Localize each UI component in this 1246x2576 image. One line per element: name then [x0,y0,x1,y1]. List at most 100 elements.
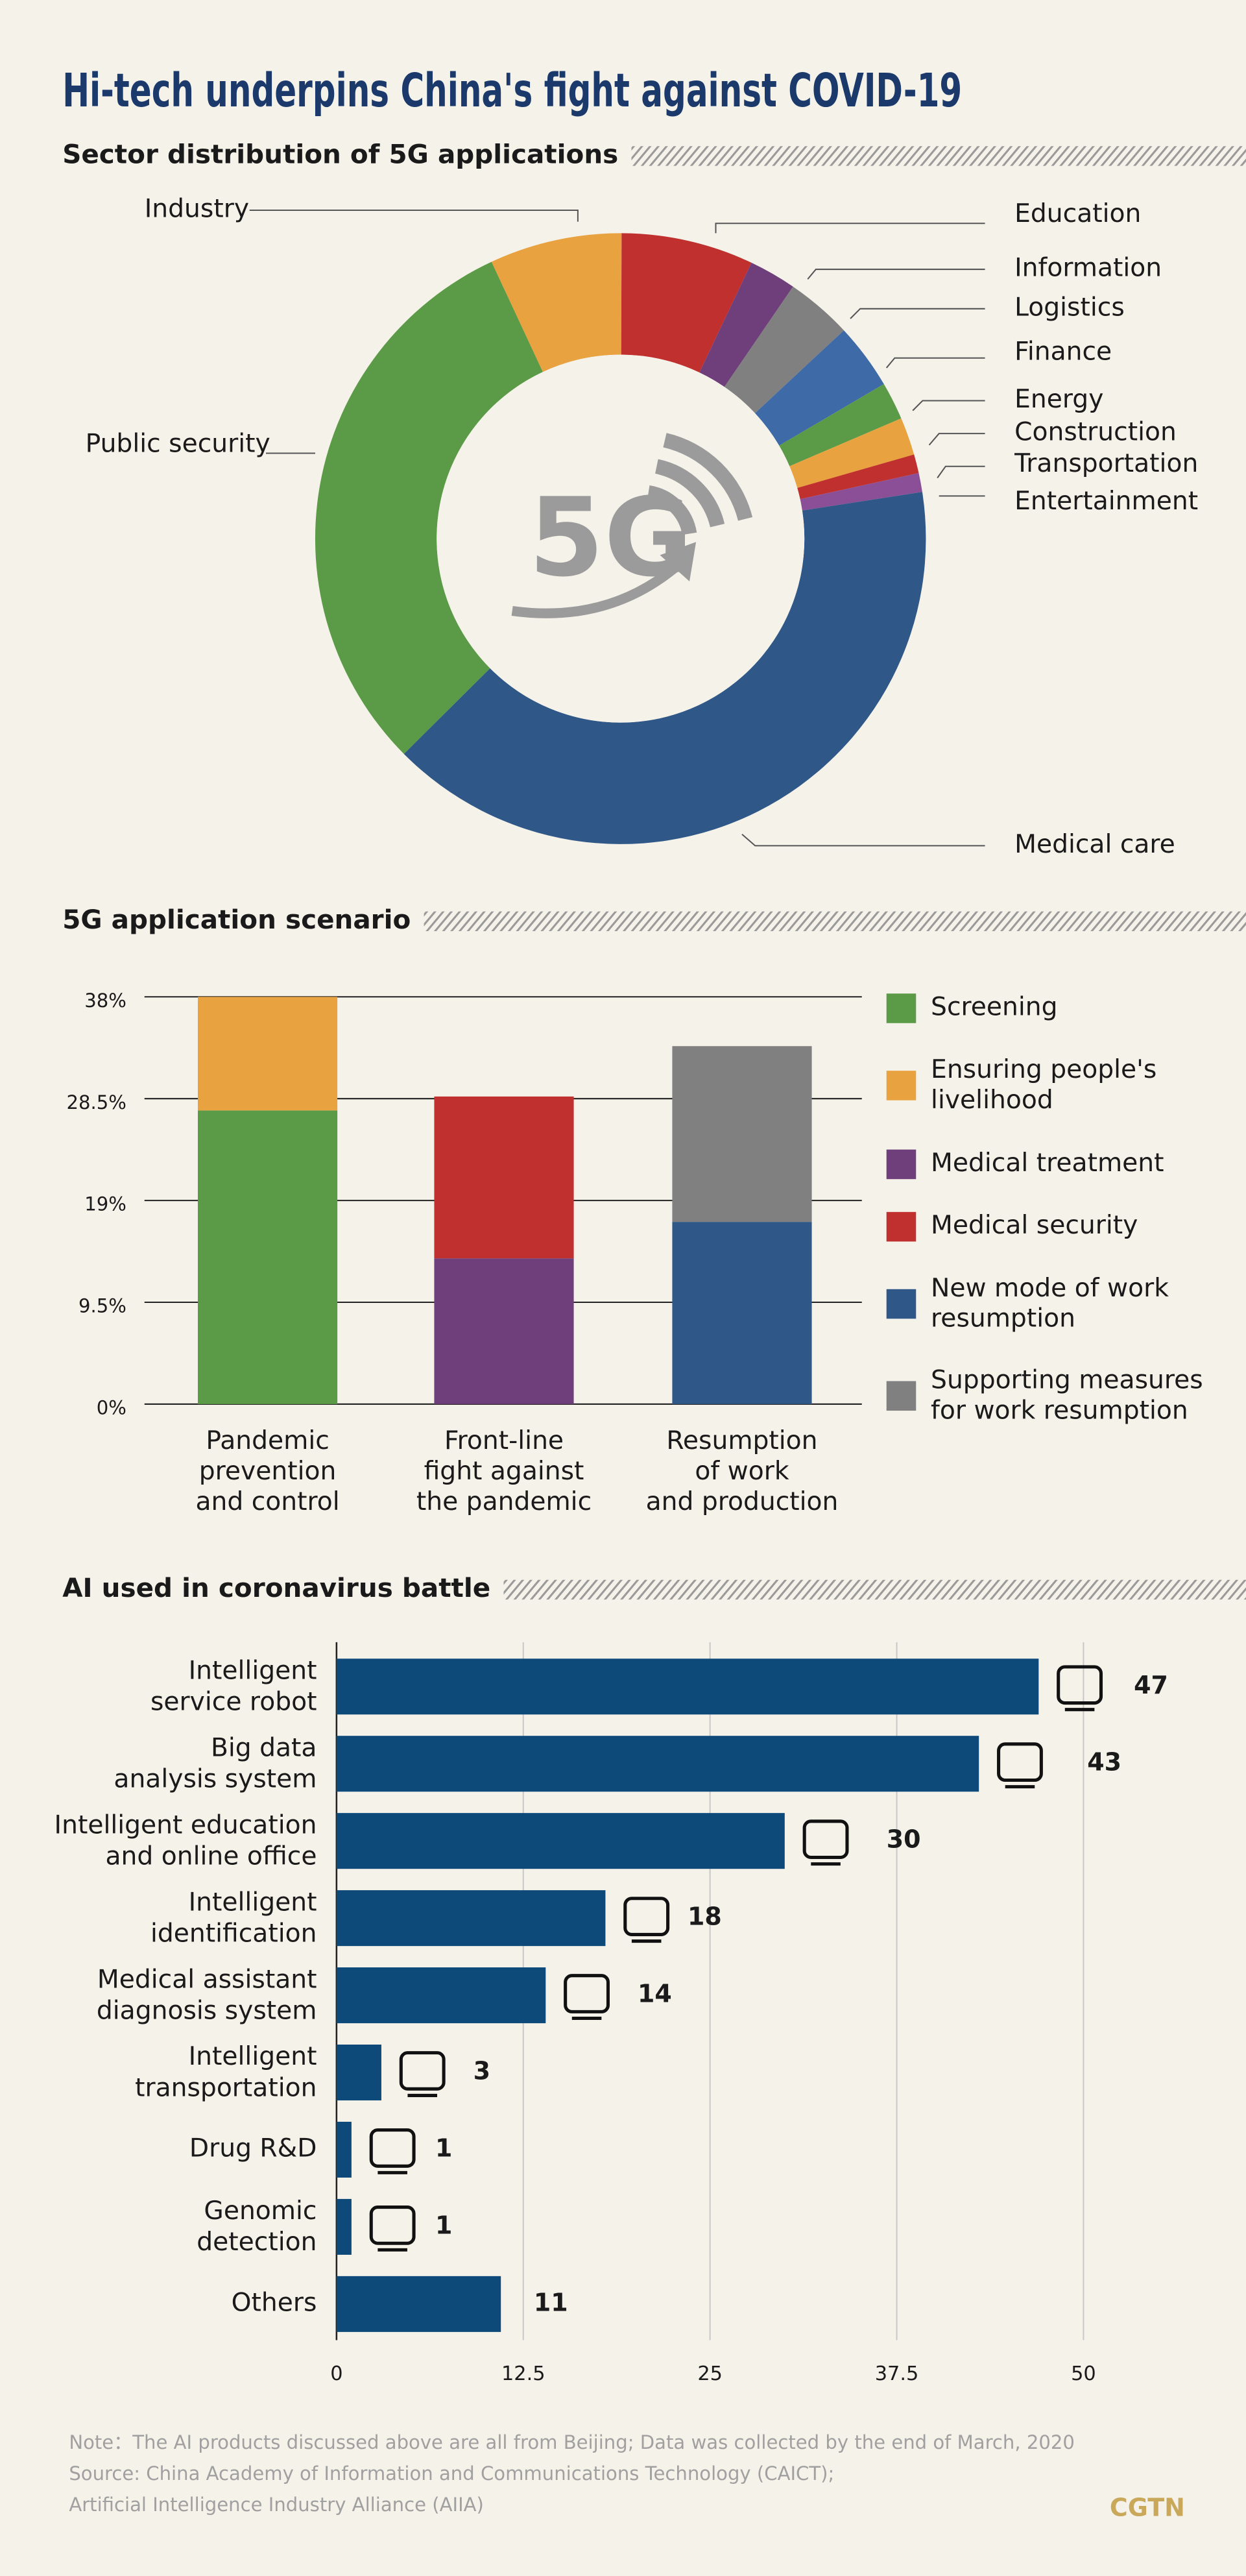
legend-swatch [886,1149,917,1180]
slice-label: Public security [86,429,270,458]
slice-label: Information [1014,254,1162,283]
y-tick-label: Intelligent transportation [135,2042,317,2102]
donut-slice [403,492,926,844]
slice-label: Entertainment [1014,487,1198,516]
y-tick-label: Intelligent education and online office [54,1810,317,1871]
y-tick-label: 19% [84,1193,126,1215]
y-tick-label: Intelligent identification [150,1888,317,1948]
icon [802,1819,849,1860]
y-tick-label: Big data analysis system [114,1733,317,1793]
main-title: Hi-tech underpins China's fight against … [62,64,962,117]
slice-label: Energy [1014,385,1103,414]
legend-label: Screening [931,992,1057,1021]
value-label: 14 [638,1980,672,2008]
donut-slice [621,233,752,373]
legend-label: Supporting measures for work resumption [931,1365,1203,1425]
value-label: 47 [1134,1671,1168,1699]
hatch-band [424,911,1246,932]
bar [336,1967,546,2024]
bar-segment [434,1096,574,1259]
value-label: 1 [435,2211,452,2239]
y-tick-label: Genomic detection [197,2196,317,2257]
donut-slice [724,286,844,413]
legend-label: Ensuring people's livelihood [931,1055,1156,1115]
y-tick-label: 9.5% [78,1295,126,1317]
hatch-band [503,1579,1246,1600]
value-label: 11 [534,2288,568,2316]
slice-label: Education [1014,199,1141,228]
y-tick-label: Medical assistant diagnosis system [97,1965,317,2025]
x-tick-label: 37.5 [875,2363,919,2385]
slice-label: Finance [1014,337,1112,367]
icon [399,2051,446,2091]
slice-label: Industry [145,194,249,223]
legend-swatch [886,1289,917,1319]
icon [369,2128,416,2168]
slice-label: Transportation [1014,449,1198,478]
leader-line [850,308,985,319]
slice-label: Logistics [1014,293,1125,322]
slice-label: Construction [1014,418,1177,447]
x-tick-label: 50 [1071,2363,1096,2385]
legend-swatch [886,1211,917,1242]
value-label: 43 [1087,1748,1121,1777]
note: Artificial Intelligence Industry Allianc… [69,2494,484,2516]
donut-slice [797,454,919,500]
bar [336,1890,606,1947]
legend-label: Medical security [931,1211,1138,1240]
section-title: 5G application scenario [62,904,411,935]
donut-slice [699,262,793,387]
donut-slice [800,473,922,511]
bar-segment [197,997,338,1111]
bar-segment [197,1110,338,1404]
donut-slice [491,233,622,372]
x-tick-label: Front-line fight against the pandemic [416,1426,592,1516]
note: Note：The AI products discussed above are… [69,2431,1075,2453]
x-tick-label: 0 [330,2363,342,2385]
icon [369,2205,416,2245]
leader-line [715,223,985,234]
y-tick-label: Intelligent service robot [150,1656,317,1716]
x-tick-label: 25 [697,2363,723,2385]
section-title: Sector distribution of 5G applications [62,138,618,169]
value-label: 30 [887,1825,921,1854]
donut-slice [755,330,884,446]
icon [623,1897,670,1936]
bar [336,1736,979,1792]
legend-label: New mode of work resumption [931,1273,1169,1333]
bar-segment [672,1046,812,1222]
donut-slice [315,261,543,754]
icon [564,1974,610,2013]
bar-segment [434,1258,574,1404]
icon [997,1742,1043,1782]
legend-swatch [886,1381,917,1411]
leader-line [807,269,985,280]
legend-swatch [886,1071,917,1100]
brand: CGTN [1110,2494,1185,2522]
x-tick-label: Resumption of work and production [646,1426,839,1516]
leader-line [885,357,985,369]
legend-label: Medical treatment [931,1148,1164,1178]
y-tick-label: 28.5% [66,1091,126,1113]
value-label: 18 [688,1902,722,1931]
y-tick-label: 0% [97,1397,126,1419]
bar [336,2121,352,2178]
donut-hole [437,354,805,723]
hatch-band [631,146,1246,166]
icon [1057,1665,1103,1705]
bar [336,1659,1039,1715]
bar [336,1813,785,1869]
y-tick-label: Others [232,2288,317,2317]
x-tick-label: 12.5 [501,2363,545,2385]
bar-segment [672,1222,812,1404]
bar [336,2276,501,2332]
note: Source: China Academy of Information and… [69,2462,834,2485]
leader-line [912,400,985,411]
bar [336,2044,381,2101]
leader-line [741,833,985,847]
value-label: 1 [435,2133,452,2162]
leader-line [928,433,985,446]
x-tick-label: Pandemic prevention and control [195,1426,339,1516]
